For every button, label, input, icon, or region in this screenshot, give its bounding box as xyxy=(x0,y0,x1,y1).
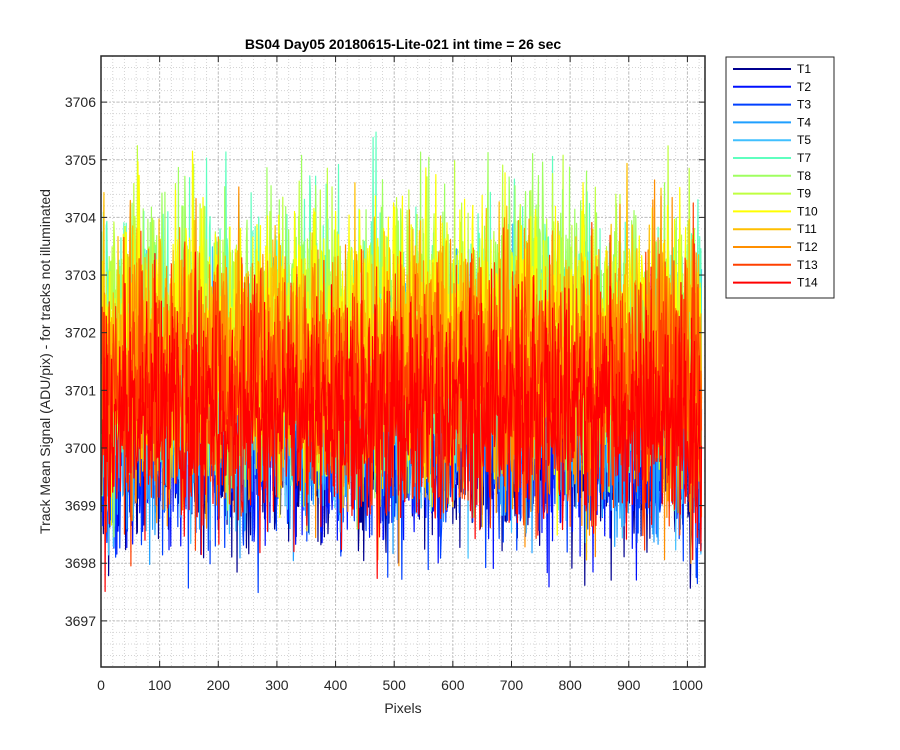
y-tick-label: 3706 xyxy=(65,94,96,110)
x-tick-label: 500 xyxy=(383,677,407,693)
legend-label-t12: T12 xyxy=(797,240,818,254)
y-tick-label: 3701 xyxy=(65,382,96,398)
legend-label-t11: T11 xyxy=(797,222,817,236)
x-tick-label: 400 xyxy=(324,677,348,693)
chart-title: BS04 Day05 20180615-Lite-021 int time = … xyxy=(245,36,562,52)
x-tick-label: 200 xyxy=(207,677,231,693)
y-tick-labels: 3697 3698 3699 3700 3701 3702 3703 3704 3705 3706 xyxy=(65,94,96,629)
x-tick-label: 300 xyxy=(265,677,289,693)
series-lines xyxy=(101,131,703,594)
legend-label-t1: T1 xyxy=(797,62,811,76)
legend-box xyxy=(725,56,835,299)
x-tick-labels: 0 100 200 300 400 500 600 700 800 900 1000 xyxy=(97,677,703,693)
y-tick-label: 3698 xyxy=(65,555,96,571)
legend-label-t14: T14 xyxy=(797,276,818,290)
legend: T1 T2 T3 T4 T5 T7 T8 T9 T10 T11 T12 T13 T14 xyxy=(725,56,835,299)
axis-ticks xyxy=(100,56,705,667)
y-tick-label: 3703 xyxy=(65,267,96,283)
y-tick-label: 3704 xyxy=(65,209,96,225)
legend-label-t10: T10 xyxy=(797,204,818,218)
legend-label-t13: T13 xyxy=(797,258,818,272)
x-tick-label: 1000 xyxy=(672,677,703,693)
legend-label-t7: T7 xyxy=(797,151,811,165)
y-tick-label: 3702 xyxy=(65,325,96,341)
legend-label-t2: T2 xyxy=(797,80,811,94)
x-tick-label: 800 xyxy=(558,677,582,693)
legend-label-t3: T3 xyxy=(797,98,811,112)
x-tick-label: 700 xyxy=(500,677,524,693)
y-tick-label: 3705 xyxy=(65,152,96,168)
axes-box xyxy=(100,55,706,668)
legend-label-t5: T5 xyxy=(797,133,811,147)
x-axis-label: Pixels xyxy=(384,700,421,716)
legend-label-t4: T4 xyxy=(797,115,811,129)
legend-label-t8: T8 xyxy=(797,169,811,183)
y-axis-label: Track Mean Signal (ADU/pix) - for tracks… xyxy=(37,189,53,534)
y-tick-label: 3700 xyxy=(65,440,96,456)
x-tick-label: 600 xyxy=(441,677,465,693)
series-line-t14 xyxy=(101,251,703,593)
y-tick-label: 3697 xyxy=(65,613,96,629)
x-tick-label: 0 xyxy=(97,677,105,693)
legend-entries: T1 T2 T3 T4 T5 T7 T8 T9 T10 T11 T12 T13 T14 xyxy=(733,62,818,290)
y-tick-label: 3699 xyxy=(65,498,96,514)
legend-label-t9: T9 xyxy=(797,187,811,201)
x-tick-label: 900 xyxy=(617,677,641,693)
x-tick-label: 100 xyxy=(148,677,172,693)
